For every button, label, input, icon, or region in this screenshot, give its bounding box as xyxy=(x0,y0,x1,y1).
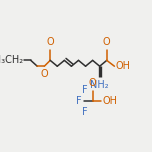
Text: F: F xyxy=(82,85,87,95)
Text: CH₃CH₂: CH₃CH₂ xyxy=(0,55,24,65)
Text: F: F xyxy=(76,96,81,106)
Text: OH: OH xyxy=(102,96,117,106)
Text: O: O xyxy=(46,37,54,47)
Text: O: O xyxy=(89,78,96,88)
Text: OH: OH xyxy=(116,61,131,71)
Text: NH₂: NH₂ xyxy=(90,80,109,90)
Text: F: F xyxy=(82,107,87,117)
Text: O: O xyxy=(103,37,111,47)
Text: O: O xyxy=(41,69,48,79)
